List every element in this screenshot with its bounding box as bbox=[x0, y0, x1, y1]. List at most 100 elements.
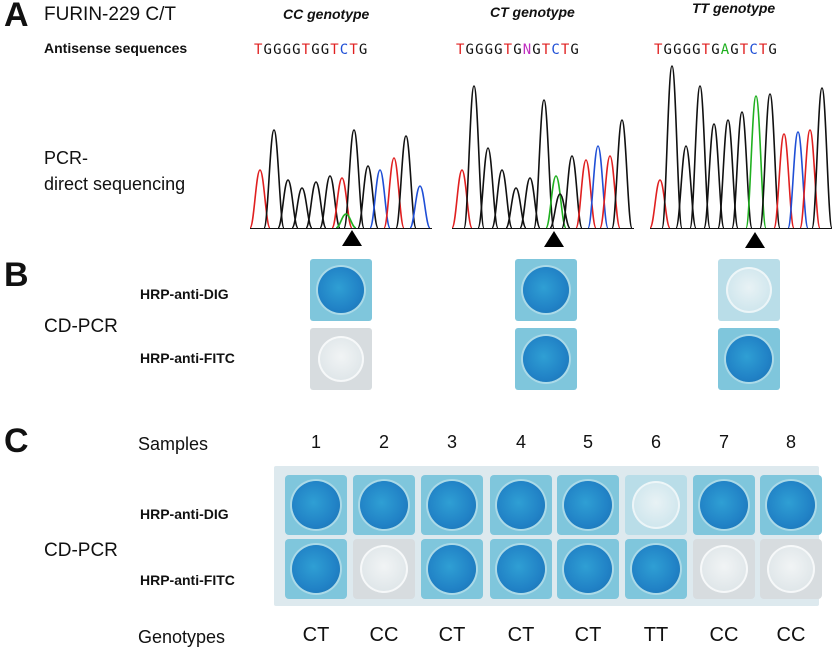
sample-genotype: CC bbox=[709, 624, 739, 646]
sample-number: 6 bbox=[650, 432, 661, 452]
ct-snp-marker bbox=[544, 231, 564, 247]
base-t: T bbox=[701, 42, 712, 58]
base-t: T bbox=[330, 42, 340, 58]
sample-dig-well bbox=[285, 475, 347, 535]
base-a: A bbox=[720, 42, 731, 58]
sample-fitc-well bbox=[285, 539, 347, 599]
panel-b-method-label: CD-PCR bbox=[44, 316, 118, 337]
base-g: G bbox=[273, 42, 283, 58]
base-g: G bbox=[282, 42, 293, 58]
sample-genotype: CT bbox=[507, 624, 535, 646]
base-g: G bbox=[358, 42, 369, 58]
panel-a-letter: A bbox=[4, 0, 29, 34]
cc-sequence: TGGGGTGGTCTG bbox=[254, 42, 368, 58]
sample-number: 2 bbox=[378, 432, 389, 452]
sample-genotype: CC bbox=[776, 624, 806, 646]
sample-number: 1 bbox=[310, 432, 321, 452]
base-g: G bbox=[711, 42, 721, 58]
sample-fitc-well bbox=[693, 539, 755, 599]
sample-number: 3 bbox=[446, 432, 457, 452]
sample-dig-well bbox=[490, 475, 552, 535]
tt-genotype-title: TT genotype bbox=[692, 0, 776, 16]
sample-dig-well bbox=[693, 475, 755, 535]
base-g: G bbox=[263, 42, 274, 58]
base-g: G bbox=[730, 42, 740, 58]
tt-fitc-well bbox=[718, 328, 780, 390]
cc-dig-well bbox=[310, 259, 372, 321]
base-g: G bbox=[484, 42, 495, 58]
base-g: G bbox=[494, 42, 504, 58]
base-t: T bbox=[654, 42, 664, 58]
base-c: C bbox=[339, 42, 350, 58]
sample-number: 8 bbox=[785, 432, 796, 452]
base-t: T bbox=[758, 42, 769, 58]
sample-fitc-well bbox=[490, 539, 552, 599]
panel-c-method-label: CD-PCR bbox=[44, 540, 118, 561]
panel-b-fitc-label: HRP-anti-FITC bbox=[140, 350, 235, 366]
cc-snp-marker bbox=[342, 230, 362, 246]
base-g: G bbox=[673, 42, 683, 58]
pcr-label-line2: direct sequencing bbox=[44, 174, 186, 194]
base-g: G bbox=[292, 42, 302, 58]
panel-b-letter: B bbox=[4, 256, 29, 294]
base-g: G bbox=[320, 42, 331, 58]
panel-c-fitc-label: HRP-anti-FITC bbox=[140, 572, 235, 588]
base-n: N bbox=[522, 42, 533, 58]
sample-fitc-well bbox=[353, 539, 415, 599]
cc-fitc-well bbox=[310, 328, 372, 390]
base-g: G bbox=[663, 42, 674, 58]
tt-dig-well bbox=[718, 259, 780, 321]
base-c: C bbox=[749, 42, 759, 58]
ct-chromatogram bbox=[452, 85, 634, 229]
ct-dig-well bbox=[515, 259, 577, 321]
base-g: G bbox=[513, 42, 523, 58]
genotypes-label: Genotypes bbox=[138, 627, 226, 647]
panel-c-letter: C bbox=[4, 422, 29, 460]
gene-label: FURIN-229 C/T bbox=[44, 4, 176, 25]
sample-genotype: CT bbox=[302, 624, 330, 646]
sample-fitc-well bbox=[421, 539, 483, 599]
base-t: T bbox=[560, 42, 571, 58]
base-g: G bbox=[682, 42, 693, 58]
sample-dig-well bbox=[353, 475, 415, 535]
ct-genotype-title: CT genotype bbox=[490, 4, 575, 20]
sample-number: 5 bbox=[582, 432, 593, 452]
base-t: T bbox=[349, 42, 359, 58]
ct-sequence: TGGGGTGNGTCTG bbox=[456, 42, 580, 58]
base-t: T bbox=[254, 42, 264, 58]
sample-number: 7 bbox=[718, 432, 729, 452]
sample-fitc-well bbox=[760, 539, 822, 599]
tt-chromatogram bbox=[650, 65, 832, 229]
sample-dig-well bbox=[760, 475, 822, 535]
antisense-label: Antisense sequences bbox=[44, 40, 188, 56]
cc-genotype-title: CC genotype bbox=[283, 6, 370, 22]
base-t: T bbox=[541, 42, 552, 58]
base-t: T bbox=[456, 42, 466, 58]
sample-number: 4 bbox=[515, 432, 526, 452]
tt-snp-marker bbox=[745, 232, 765, 248]
sample-genotype: CC bbox=[369, 624, 399, 646]
sample-dig-well bbox=[557, 475, 619, 535]
ct-fitc-well bbox=[515, 328, 577, 390]
panel-c-dig-label: HRP-anti-DIG bbox=[140, 506, 229, 522]
base-t: T bbox=[503, 42, 514, 58]
base-g: G bbox=[465, 42, 476, 58]
sample-genotype: CT bbox=[574, 624, 602, 646]
base-g: G bbox=[311, 42, 321, 58]
panel-b-dig-label: HRP-anti-DIG bbox=[140, 286, 229, 302]
cc-chromatogram bbox=[250, 129, 432, 229]
base-t: T bbox=[301, 42, 312, 58]
sample-dig-well bbox=[625, 475, 687, 535]
sample-fitc-well bbox=[557, 539, 619, 599]
sample-fitc-well bbox=[625, 539, 687, 599]
base-g: G bbox=[570, 42, 580, 58]
sample-genotype: CT bbox=[438, 624, 466, 646]
sample-genotype: TT bbox=[643, 624, 669, 646]
base-g: G bbox=[532, 42, 542, 58]
base-g: G bbox=[692, 42, 702, 58]
tt-sequence: TGGGGTGAGTCTG bbox=[654, 42, 778, 58]
base-c: C bbox=[551, 42, 561, 58]
sample-dig-well bbox=[421, 475, 483, 535]
base-g: G bbox=[768, 42, 778, 58]
base-g: G bbox=[475, 42, 485, 58]
